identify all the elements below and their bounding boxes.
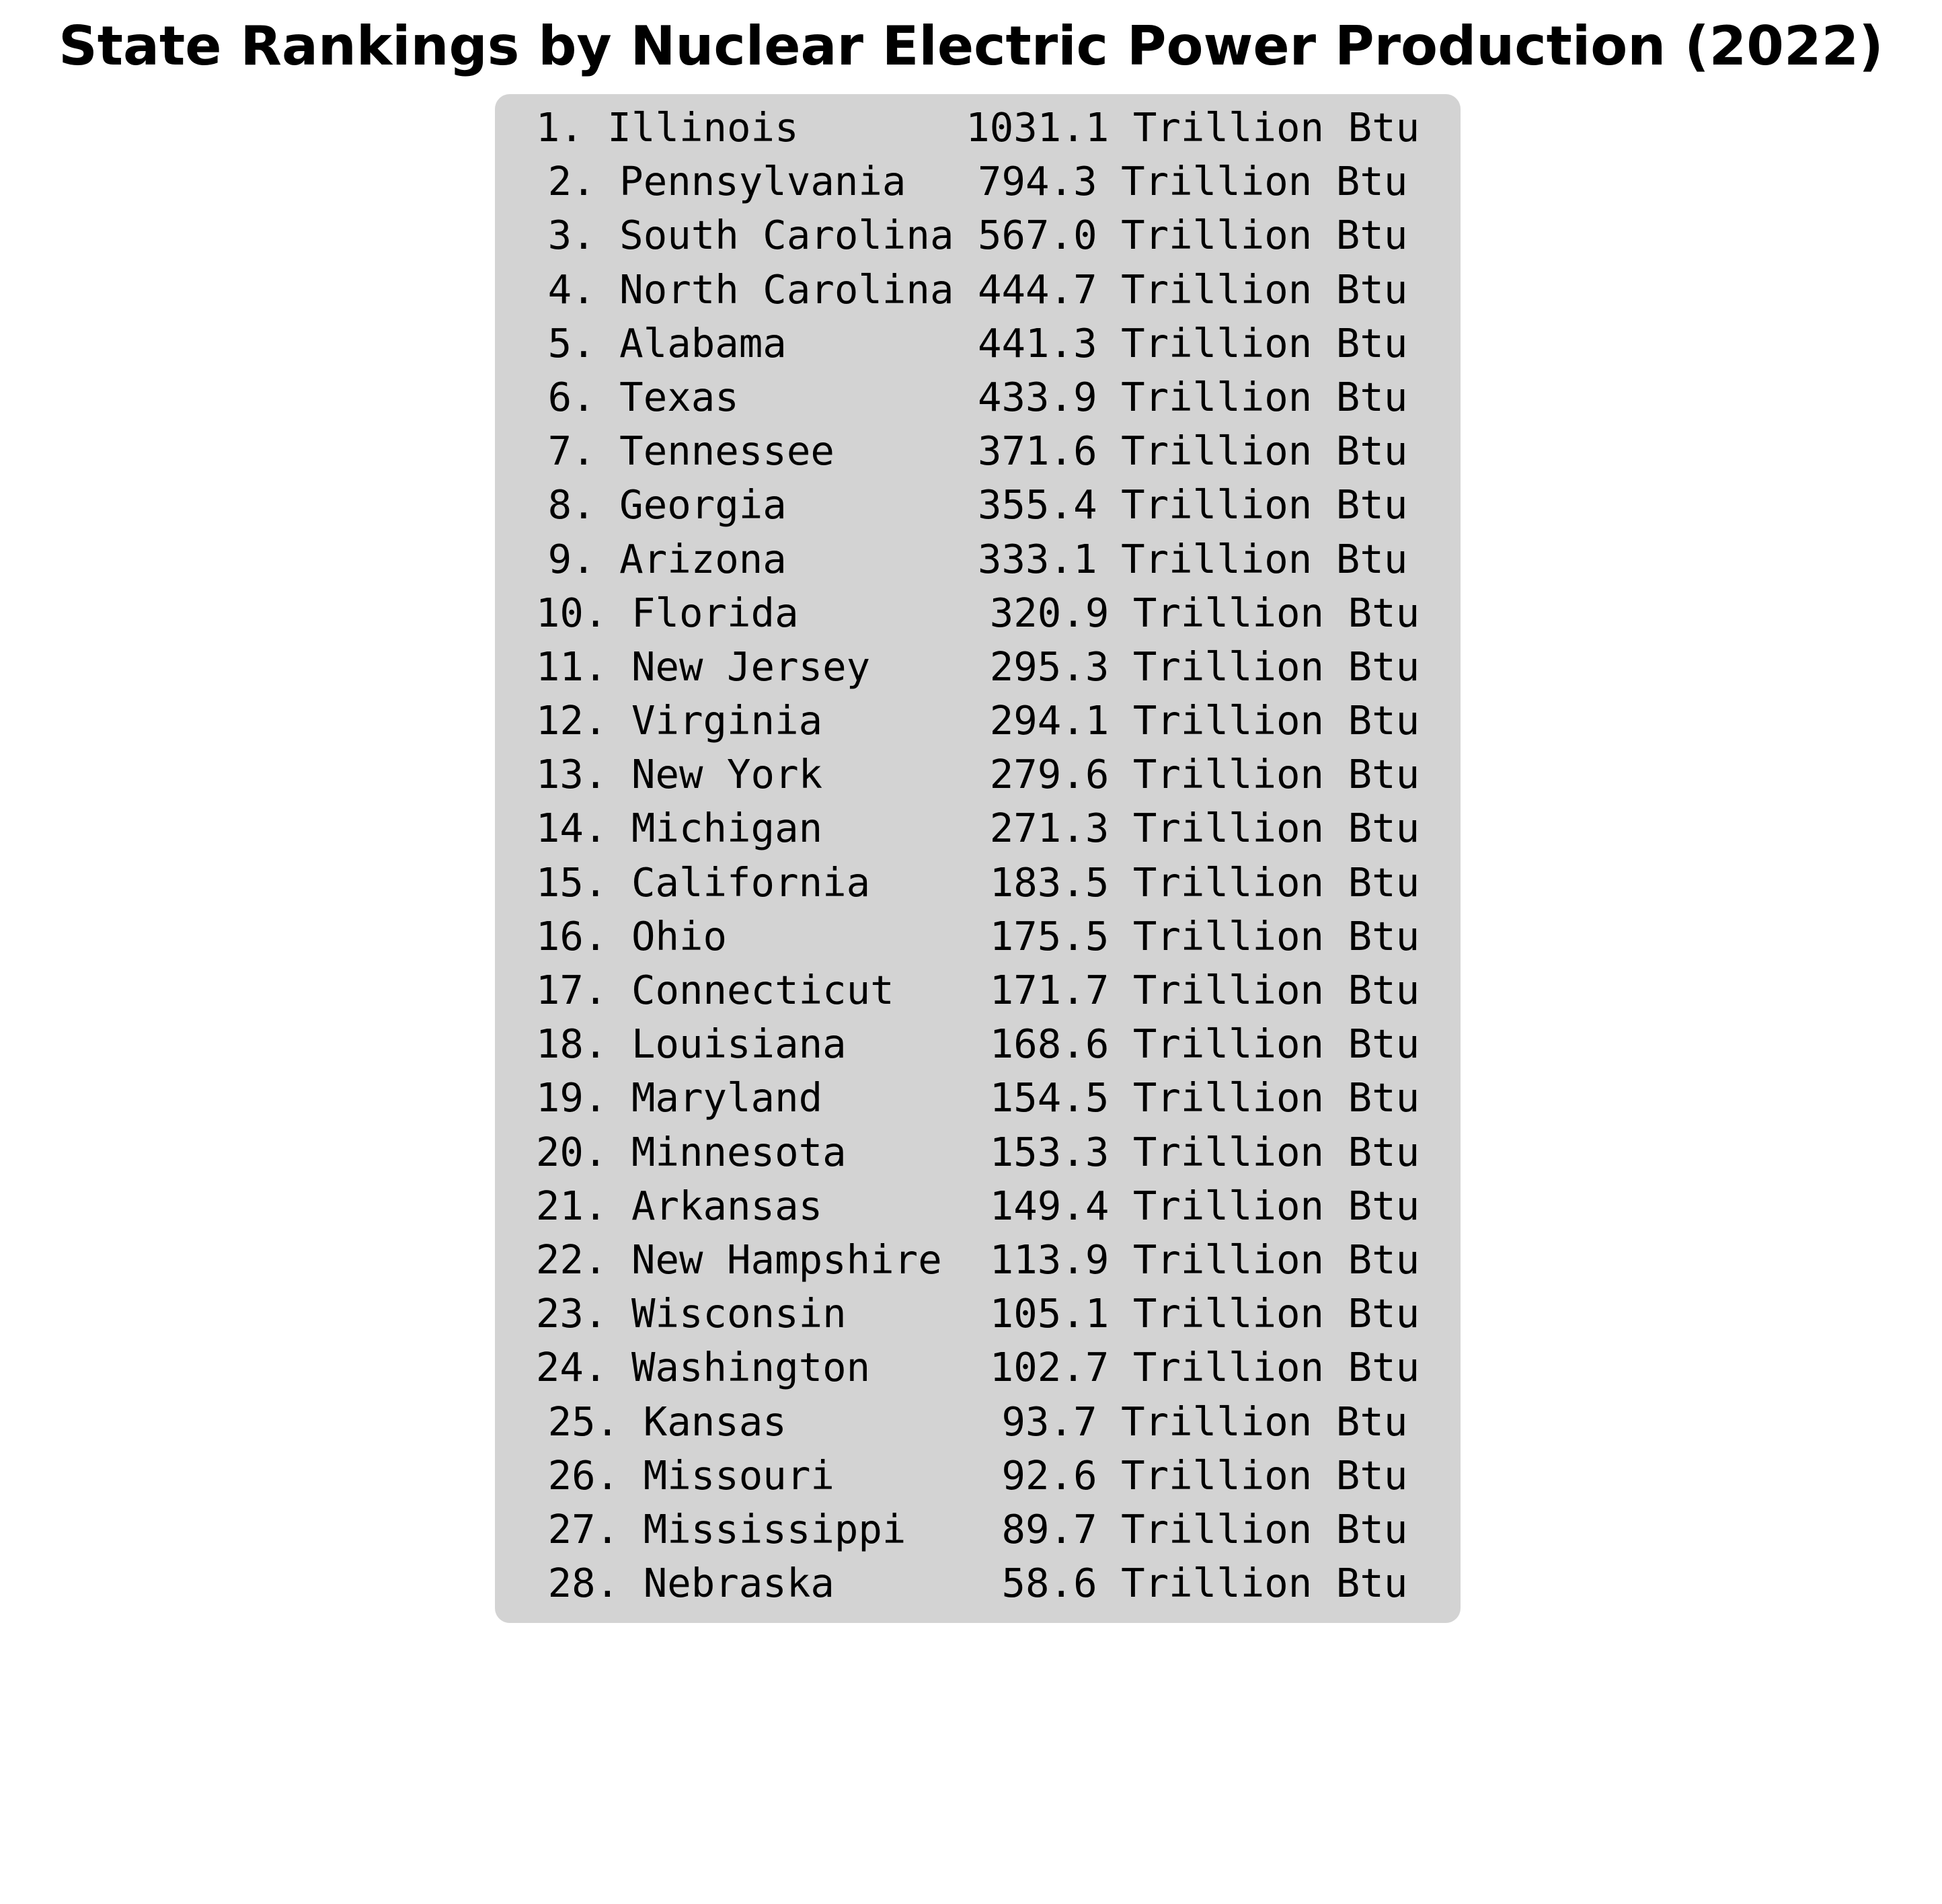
ranking-row: 9. Arizona 333.1 Trillion Btu: [547, 535, 1408, 582]
ranking-row: 2. Pennsylvania 794.3 Trillion Btu: [547, 158, 1408, 205]
ranking-row: 24. Washington 102.7 Trillion Btu: [535, 1344, 1420, 1391]
ranking-row: 28. Nebraska 58.6 Trillion Btu: [547, 1560, 1408, 1607]
ranking-row: 5. Alabama 441.3 Trillion Btu: [547, 319, 1408, 366]
ranking-row: 12. Virginia 294.1 Trillion Btu: [535, 697, 1420, 744]
ranking-row: 15. California 183.5 Trillion Btu: [535, 859, 1420, 906]
ranking-row: 22. New Hampshire 113.9 Trillion Btu: [535, 1236, 1420, 1283]
ranking-row: 3. South Carolina 567.0 Trillion Btu: [547, 212, 1408, 259]
ranking-row: 13. New York 279.6 Trillion Btu: [535, 751, 1420, 798]
ranking-row: 11. New Jersey 295.3 Trillion Btu: [535, 643, 1420, 690]
ranking-row: 7. Tennessee 371.6 Trillion Btu: [547, 428, 1408, 475]
ranking-row: 8. Georgia 355.4 Trillion Btu: [547, 481, 1408, 528]
ranking-row: 18. Louisiana 168.6 Trillion Btu: [535, 1021, 1420, 1068]
ranking-row: 26. Missouri 92.6 Trillion Btu: [547, 1452, 1408, 1499]
rankings-list: 1. Illinois 1031.1 Trillion Btu 2. Pennsy…: [495, 101, 1461, 1610]
ranking-row: 6. Texas 433.9 Trillion Btu: [547, 373, 1408, 420]
ranking-row: 20. Minnesota 153.3 Trillion Btu: [535, 1128, 1420, 1175]
ranking-row: 14. Michigan 271.3 Trillion Btu: [535, 805, 1420, 852]
ranking-row: 23. Wisconsin 105.1 Trillion Btu: [535, 1290, 1420, 1337]
ranking-row: 25. Kansas 93.7 Trillion Btu: [547, 1398, 1408, 1445]
ranking-row: 21. Arkansas 149.4 Trillion Btu: [535, 1182, 1420, 1229]
ranking-row: 10. Florida 320.9 Trillion Btu: [535, 589, 1420, 636]
rankings-panel: [495, 94, 1461, 1623]
ranking-row: 17. Connecticut 171.7 Trillion Btu: [535, 967, 1420, 1013]
ranking-row: 1. Illinois 1031.1 Trillion Btu: [535, 104, 1420, 151]
ranking-row: 27. Mississippi 89.7 Trillion Btu: [547, 1505, 1408, 1552]
ranking-row: 4. North Carolina 444.7 Trillion Btu: [547, 266, 1408, 313]
ranking-row: 16. Ohio 175.5 Trillion Btu: [535, 912, 1420, 959]
ranking-row: 19. Maryland 154.5 Trillion Btu: [535, 1074, 1420, 1121]
chart-title: State Rankings by Nuclear Electric Power…: [59, 15, 1883, 77]
